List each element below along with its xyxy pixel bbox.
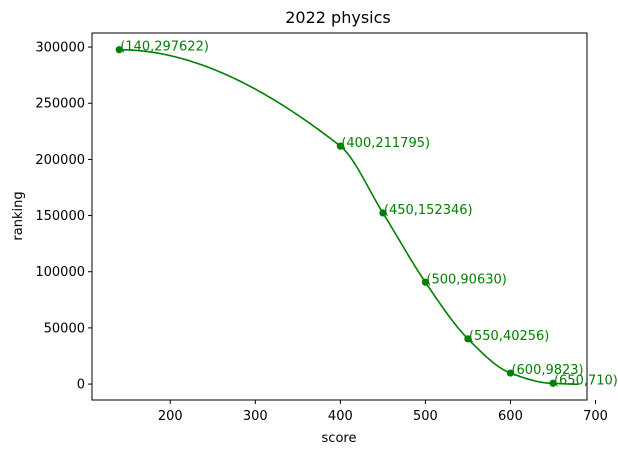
y-axis-label: ranking bbox=[11, 191, 26, 240]
data-label: (400,211795) bbox=[341, 136, 430, 151]
data-label: (450,152346) bbox=[384, 203, 473, 218]
data-label: (500,90630) bbox=[426, 272, 506, 287]
data-point bbox=[421, 278, 430, 286]
data-label: (550,40256) bbox=[469, 329, 549, 344]
x-tick-label: 200 bbox=[158, 409, 183, 424]
y-tick-label: 200000 bbox=[35, 153, 85, 168]
y-tick-label: 250000 bbox=[35, 97, 85, 112]
data-points: (140,297622) (400,211795) (450,152346) (500… bbox=[115, 40, 618, 388]
y-axis: 0 50000 100000 150000 200000 250000 300000 bbox=[35, 41, 92, 393]
x-axis: 200 300 400 500 600 700 bbox=[158, 400, 608, 424]
x-axis-label: score bbox=[322, 431, 357, 446]
y-tick-label: 150000 bbox=[35, 209, 85, 224]
y-tick-label: 100000 bbox=[35, 265, 85, 280]
x-tick-label: 700 bbox=[583, 409, 608, 424]
x-tick-label: 500 bbox=[413, 409, 438, 424]
data-point bbox=[379, 209, 387, 217]
data-point bbox=[115, 46, 123, 54]
data-label: (600,9823) bbox=[511, 363, 583, 378]
data-point bbox=[464, 335, 472, 343]
y-tick-label: 50000 bbox=[44, 321, 85, 336]
data-point bbox=[506, 369, 515, 377]
y-tick-label: 0 bbox=[77, 378, 85, 393]
data-point bbox=[336, 142, 344, 150]
data-point bbox=[549, 379, 557, 387]
data-label: (650,710) bbox=[554, 373, 618, 388]
series-line bbox=[119, 48, 579, 385]
data-label: (140,297622) bbox=[120, 40, 209, 55]
x-tick-label: 400 bbox=[328, 409, 353, 424]
chart-title: 2022 physics bbox=[285, 8, 390, 27]
plot-frame bbox=[91, 32, 588, 401]
y-tick-label: 300000 bbox=[35, 41, 85, 56]
x-tick-label: 600 bbox=[498, 409, 523, 424]
x-tick-label: 300 bbox=[243, 409, 268, 424]
